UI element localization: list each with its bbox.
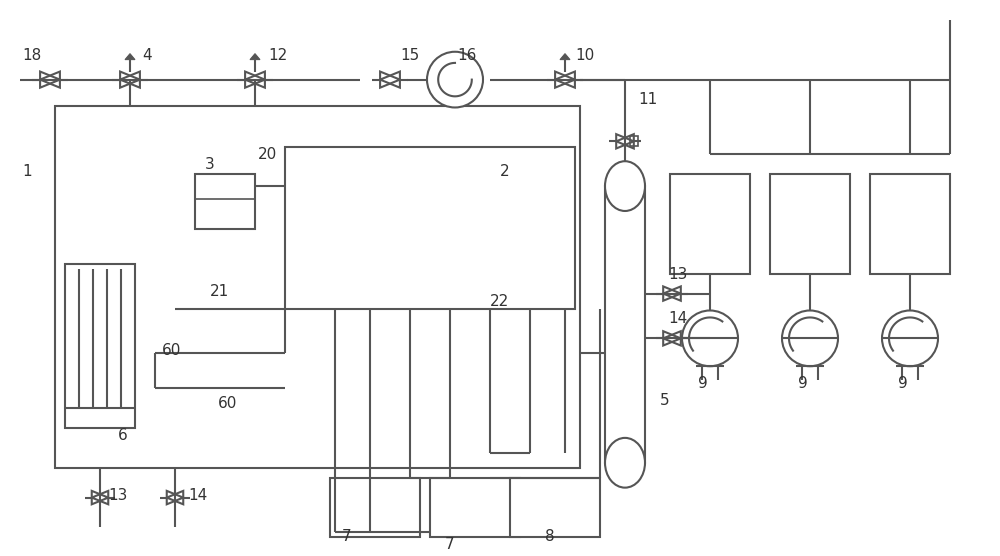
Text: 11: 11 bbox=[638, 92, 657, 107]
Text: 13: 13 bbox=[108, 488, 127, 503]
Text: 7: 7 bbox=[445, 538, 455, 553]
Bar bbox=[55, 107, 580, 468]
Bar bbox=[430, 478, 520, 538]
Polygon shape bbox=[125, 53, 135, 59]
Text: 15: 15 bbox=[400, 48, 419, 63]
Bar bbox=[65, 264, 135, 428]
Text: 2: 2 bbox=[500, 164, 510, 179]
Polygon shape bbox=[560, 53, 570, 59]
Text: 7: 7 bbox=[342, 529, 352, 544]
Bar bbox=[630, 136, 638, 146]
Text: 13: 13 bbox=[668, 267, 687, 282]
Bar bbox=[605, 186, 645, 463]
Text: 8: 8 bbox=[545, 529, 555, 544]
Circle shape bbox=[782, 310, 838, 366]
Circle shape bbox=[427, 52, 483, 107]
Bar bbox=[330, 478, 420, 538]
Bar bbox=[770, 174, 850, 274]
Bar bbox=[670, 174, 750, 274]
Text: 6: 6 bbox=[118, 428, 128, 443]
Circle shape bbox=[882, 310, 938, 366]
Bar bbox=[870, 174, 950, 274]
Text: 21: 21 bbox=[210, 284, 229, 299]
Circle shape bbox=[682, 310, 738, 366]
Text: 60: 60 bbox=[162, 344, 181, 358]
Ellipse shape bbox=[605, 161, 645, 211]
Text: 9: 9 bbox=[898, 376, 908, 391]
Text: 20: 20 bbox=[258, 147, 277, 162]
Text: 4: 4 bbox=[142, 48, 152, 63]
Bar bbox=[285, 147, 575, 309]
Polygon shape bbox=[250, 53, 260, 59]
Text: 3: 3 bbox=[205, 157, 215, 172]
Text: 14: 14 bbox=[188, 488, 207, 503]
Text: 18: 18 bbox=[22, 48, 41, 63]
Text: 5: 5 bbox=[660, 393, 670, 408]
Text: 16: 16 bbox=[457, 48, 476, 63]
Ellipse shape bbox=[605, 438, 645, 488]
Text: 9: 9 bbox=[798, 376, 808, 391]
Text: 10: 10 bbox=[575, 48, 594, 63]
Text: 1: 1 bbox=[22, 164, 32, 179]
Text: 14: 14 bbox=[668, 311, 687, 326]
Text: 12: 12 bbox=[268, 48, 287, 63]
Bar bbox=[510, 478, 600, 538]
Text: 60: 60 bbox=[218, 396, 237, 411]
Bar bbox=[195, 174, 255, 229]
Text: 22: 22 bbox=[490, 294, 509, 309]
Text: 9: 9 bbox=[698, 376, 708, 391]
